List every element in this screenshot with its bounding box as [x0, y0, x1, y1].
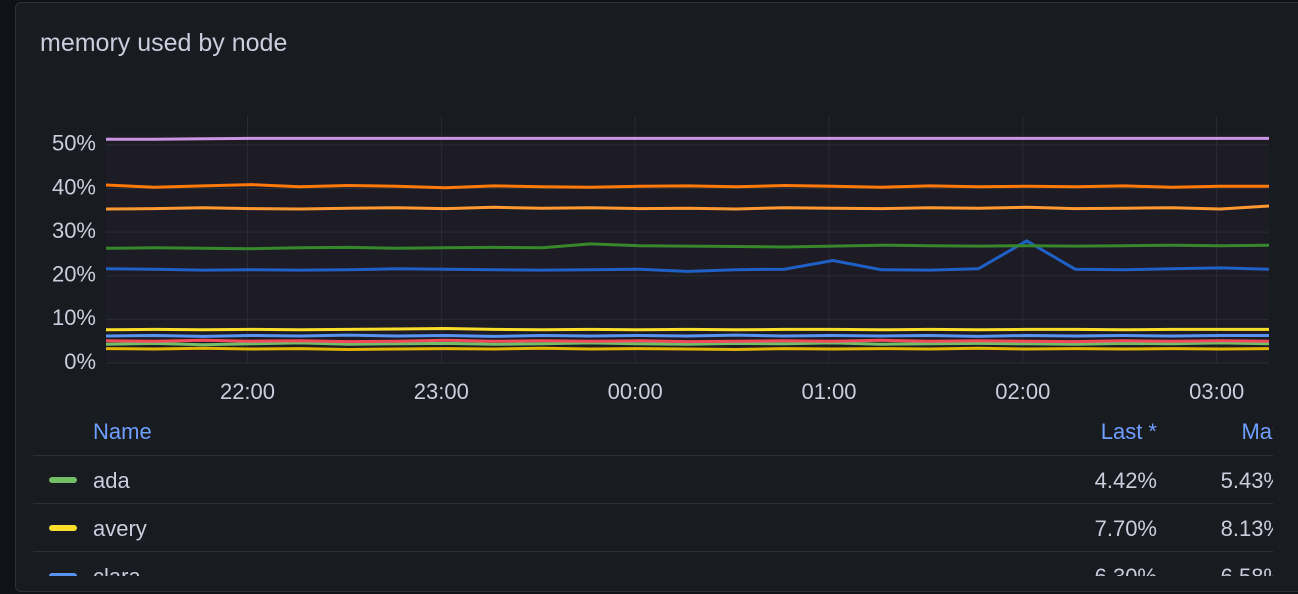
legend-row[interactable]: avery 7.70% 8.13%: [33, 504, 1273, 552]
y-tick-label: 20%: [52, 262, 96, 287]
series-line: [105, 242, 1270, 251]
panel: memory used by node 0% 10% 20% 30% 40% 50% 22:…: [15, 2, 1298, 592]
x-tick-label: 23:00: [414, 379, 469, 403]
panel-title: memory used by node: [40, 29, 288, 57]
legend-name: clara: [93, 564, 141, 576]
series-line: [105, 338, 1270, 344]
legend-header: Name Last * Max: [33, 411, 1273, 456]
series-line: [105, 183, 1269, 190]
x-tick-label: 03:00: [1189, 379, 1244, 403]
legend-swatch: [49, 477, 77, 483]
y-tick-label: 40%: [52, 174, 96, 199]
x-tick-label: 02:00: [995, 379, 1050, 403]
legend-last: 6.30%: [1095, 564, 1157, 576]
legend-name: avery: [93, 516, 147, 541]
legend-swatch: [49, 573, 77, 576]
legend-last: 7.70%: [1094, 516, 1157, 541]
series-line: [105, 333, 1269, 338]
y-tick-label: 30%: [52, 218, 96, 243]
series-line: [106, 136, 1269, 141]
y-tick-label: 0%: [64, 349, 96, 374]
series-line: [105, 346, 1270, 352]
series-line: [105, 326, 1269, 332]
x-tick-label: 01:00: [801, 379, 856, 403]
legend-name: ada: [93, 468, 130, 493]
legend-last: 4.42%: [1094, 468, 1157, 493]
series-line: [105, 341, 1270, 347]
chart: 0% 10% 20% 30% 40% 50% 22:00 23:00 00:00 01:00 02:…: [52, 116, 1270, 403]
series-line: [105, 204, 1270, 211]
y-tick-label: 10%: [52, 305, 96, 330]
legend-swatch: [49, 525, 77, 531]
header-last[interactable]: Last *: [1100, 419, 1157, 444]
legend-row[interactable]: ada 4.42% 5.43%: [33, 456, 1273, 504]
legend-row[interactable]: clara 6.30% 6.58%: [33, 552, 1273, 576]
series-line: [105, 239, 1270, 273]
header-name[interactable]: Name: [93, 419, 152, 444]
y-tick-label: 50%: [52, 131, 96, 156]
x-tick-label: 22:00: [220, 379, 275, 403]
legend-table: Name Last * Max ada 4.42% 5.43% avery 7.70% 8…: [33, 411, 1273, 576]
x-tick-label: 00:00: [608, 379, 663, 403]
legend-max: 6.58%: [1221, 564, 1273, 576]
legend-max: 8.13%: [1220, 516, 1273, 541]
header-max[interactable]: Max: [1241, 419, 1273, 444]
legend-max: 5.43%: [1220, 468, 1273, 493]
